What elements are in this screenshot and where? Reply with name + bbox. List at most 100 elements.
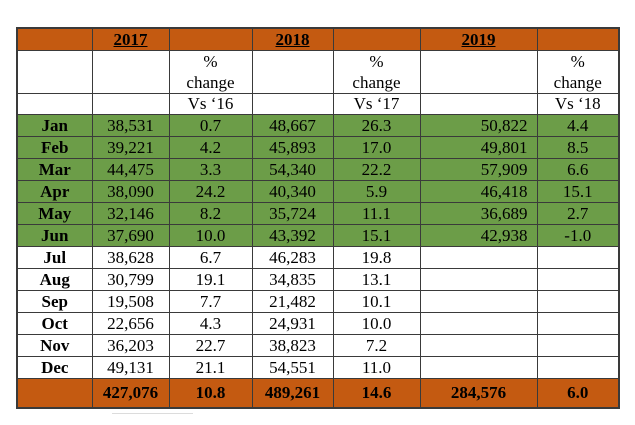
value-2018-cell: 21,482 xyxy=(251,290,334,313)
pct-change-header-vs17: % change xyxy=(332,50,421,94)
pct-vs17-cell: 10.1 xyxy=(332,290,421,313)
pct-vs18-cell xyxy=(536,312,620,335)
empty-cell xyxy=(16,50,93,94)
table-row: May 32,146 8.2 35,724 11.1 36,689 2.7 xyxy=(16,202,620,225)
table-row: Aug 30,799 19.1 34,835 13.1 xyxy=(16,268,620,291)
pct-vs17-cell: 17.0 xyxy=(332,136,421,159)
total-row: 427,076 10.8 489,261 14.6 284,576 6.0 xyxy=(16,378,620,409)
value-2019-cell xyxy=(419,334,538,357)
value-2019-cell xyxy=(419,246,538,269)
year-2017-header: 2017 xyxy=(91,27,170,51)
month-cell: Jun xyxy=(16,224,93,247)
vs-16-label: Vs ‘16 xyxy=(168,93,253,115)
total-pct-vs17: 14.6 xyxy=(332,378,421,409)
pct-vs17-cell: 13.1 xyxy=(332,268,421,291)
value-2018-cell: 48,667 xyxy=(251,114,334,137)
month-cell: Aug xyxy=(16,268,93,291)
pct-vs16-cell: 0.7 xyxy=(168,114,253,137)
empty-cell xyxy=(91,93,170,115)
value-2018-cell: 38,823 xyxy=(251,334,334,357)
pct-vs16-cell: 8.2 xyxy=(168,202,253,225)
pct-vs17-cell: 15.1 xyxy=(332,224,421,247)
pct-vs18-cell: 2.7 xyxy=(536,202,620,225)
table-row: Sep 19,508 7.7 21,482 10.1 xyxy=(16,290,620,313)
value-2017-cell: 22,656 xyxy=(91,312,170,335)
total-2019-value: 284,576 xyxy=(419,378,538,409)
value-2017-cell: 19,508 xyxy=(91,290,170,313)
pct-vs18-cell: -1.0 xyxy=(536,224,620,247)
total-pct-vs18: 6.0 xyxy=(536,378,620,409)
empty-cell xyxy=(332,27,421,51)
table-row: Dec 49,131 21.1 54,551 11.0 xyxy=(16,356,620,379)
empty-cell xyxy=(419,93,538,115)
total-2017-value: 427,076 xyxy=(91,378,170,409)
empty-cell xyxy=(536,27,620,51)
month-cell: Jan xyxy=(16,114,93,137)
value-2017-cell: 39,221 xyxy=(91,136,170,159)
pct-vs18-cell: 4.4 xyxy=(536,114,620,137)
pct-vs17-cell: 19.8 xyxy=(332,246,421,269)
corner-empty-cell xyxy=(16,27,93,51)
pct-vs16-cell: 3.3 xyxy=(168,158,253,181)
pct-vs16-cell: 21.1 xyxy=(168,356,253,379)
pct-vs18-cell xyxy=(536,268,620,291)
pct-vs17-cell: 26.3 xyxy=(332,114,421,137)
monthly-data-table: 2017 2018 2019 % change % change % chang… xyxy=(16,27,620,409)
pct-vs17-cell: 5.9 xyxy=(332,180,421,203)
value-2017-cell: 36,203 xyxy=(91,334,170,357)
pct-change-header-vs16: % change xyxy=(168,50,253,94)
value-2019-cell: 57,909 xyxy=(419,158,538,181)
month-cell: May xyxy=(16,202,93,225)
month-cell: Feb xyxy=(16,136,93,159)
month-cell: Sep xyxy=(16,290,93,313)
value-2018-cell: 34,835 xyxy=(251,268,334,291)
year-2019-header: 2019 xyxy=(419,27,538,51)
table-row: Mar 44,475 3.3 54,340 22.2 57,909 6.6 xyxy=(16,158,620,181)
value-2019-cell xyxy=(419,290,538,313)
monthly-data-table-container: 2017 2018 2019 % change % change % chang… xyxy=(16,27,620,409)
value-2018-cell: 43,392 xyxy=(251,224,334,247)
value-2019-cell: 36,689 xyxy=(419,202,538,225)
month-cell: Jul xyxy=(16,246,93,269)
pct-vs18-cell: 6.6 xyxy=(536,158,620,181)
pct-vs18-cell xyxy=(536,356,620,379)
pct-vs16-cell: 4.2 xyxy=(168,136,253,159)
month-cell: Oct xyxy=(16,312,93,335)
pct-vs16-cell: 7.7 xyxy=(168,290,253,313)
pct-change-header-row: % change % change % change xyxy=(16,50,620,94)
empty-cell xyxy=(251,93,334,115)
value-2018-cell: 54,340 xyxy=(251,158,334,181)
pct-vs18-cell xyxy=(536,334,620,357)
value-2018-cell: 45,893 xyxy=(251,136,334,159)
pct-vs18-cell xyxy=(536,290,620,313)
pct-vs17-cell: 10.0 xyxy=(332,312,421,335)
table-row: Jul 38,628 6.7 46,283 19.8 xyxy=(16,246,620,269)
empty-cell xyxy=(251,50,334,94)
value-2019-cell xyxy=(419,312,538,335)
pct-vs16-cell: 22.7 xyxy=(168,334,253,357)
value-2018-cell: 35,724 xyxy=(251,202,334,225)
year-2018-header: 2018 xyxy=(251,27,334,51)
pct-vs16-cell: 4.3 xyxy=(168,312,253,335)
value-2018-cell: 40,340 xyxy=(251,180,334,203)
empty-cell xyxy=(419,50,538,94)
total-pct-vs16: 10.8 xyxy=(168,378,253,409)
table-body: Jan 38,531 0.7 48,667 26.3 50,822 4.4 Feb 39,221… xyxy=(16,114,620,379)
month-cell: Apr xyxy=(16,180,93,203)
month-cell: Dec xyxy=(16,356,93,379)
pct-vs16-cell: 10.0 xyxy=(168,224,253,247)
pct-vs16-cell: 6.7 xyxy=(168,246,253,269)
pct-change-label: % change xyxy=(186,52,235,92)
table-row: Nov 36,203 22.7 38,823 7.2 xyxy=(16,334,620,357)
vs-year-header-row: Vs ‘16 Vs ‘17 Vs ‘18 xyxy=(16,93,620,115)
value-2018-cell: 24,931 xyxy=(251,312,334,335)
empty-cell xyxy=(16,93,93,115)
month-cell: Mar xyxy=(16,158,93,181)
pct-vs17-cell: 11.1 xyxy=(332,202,421,225)
empty-cell xyxy=(91,50,170,94)
value-2017-cell: 37,690 xyxy=(91,224,170,247)
value-2017-cell: 38,628 xyxy=(91,246,170,269)
value-2017-cell: 44,475 xyxy=(91,158,170,181)
month-cell: Nov xyxy=(16,334,93,357)
pct-vs17-cell: 22.2 xyxy=(332,158,421,181)
